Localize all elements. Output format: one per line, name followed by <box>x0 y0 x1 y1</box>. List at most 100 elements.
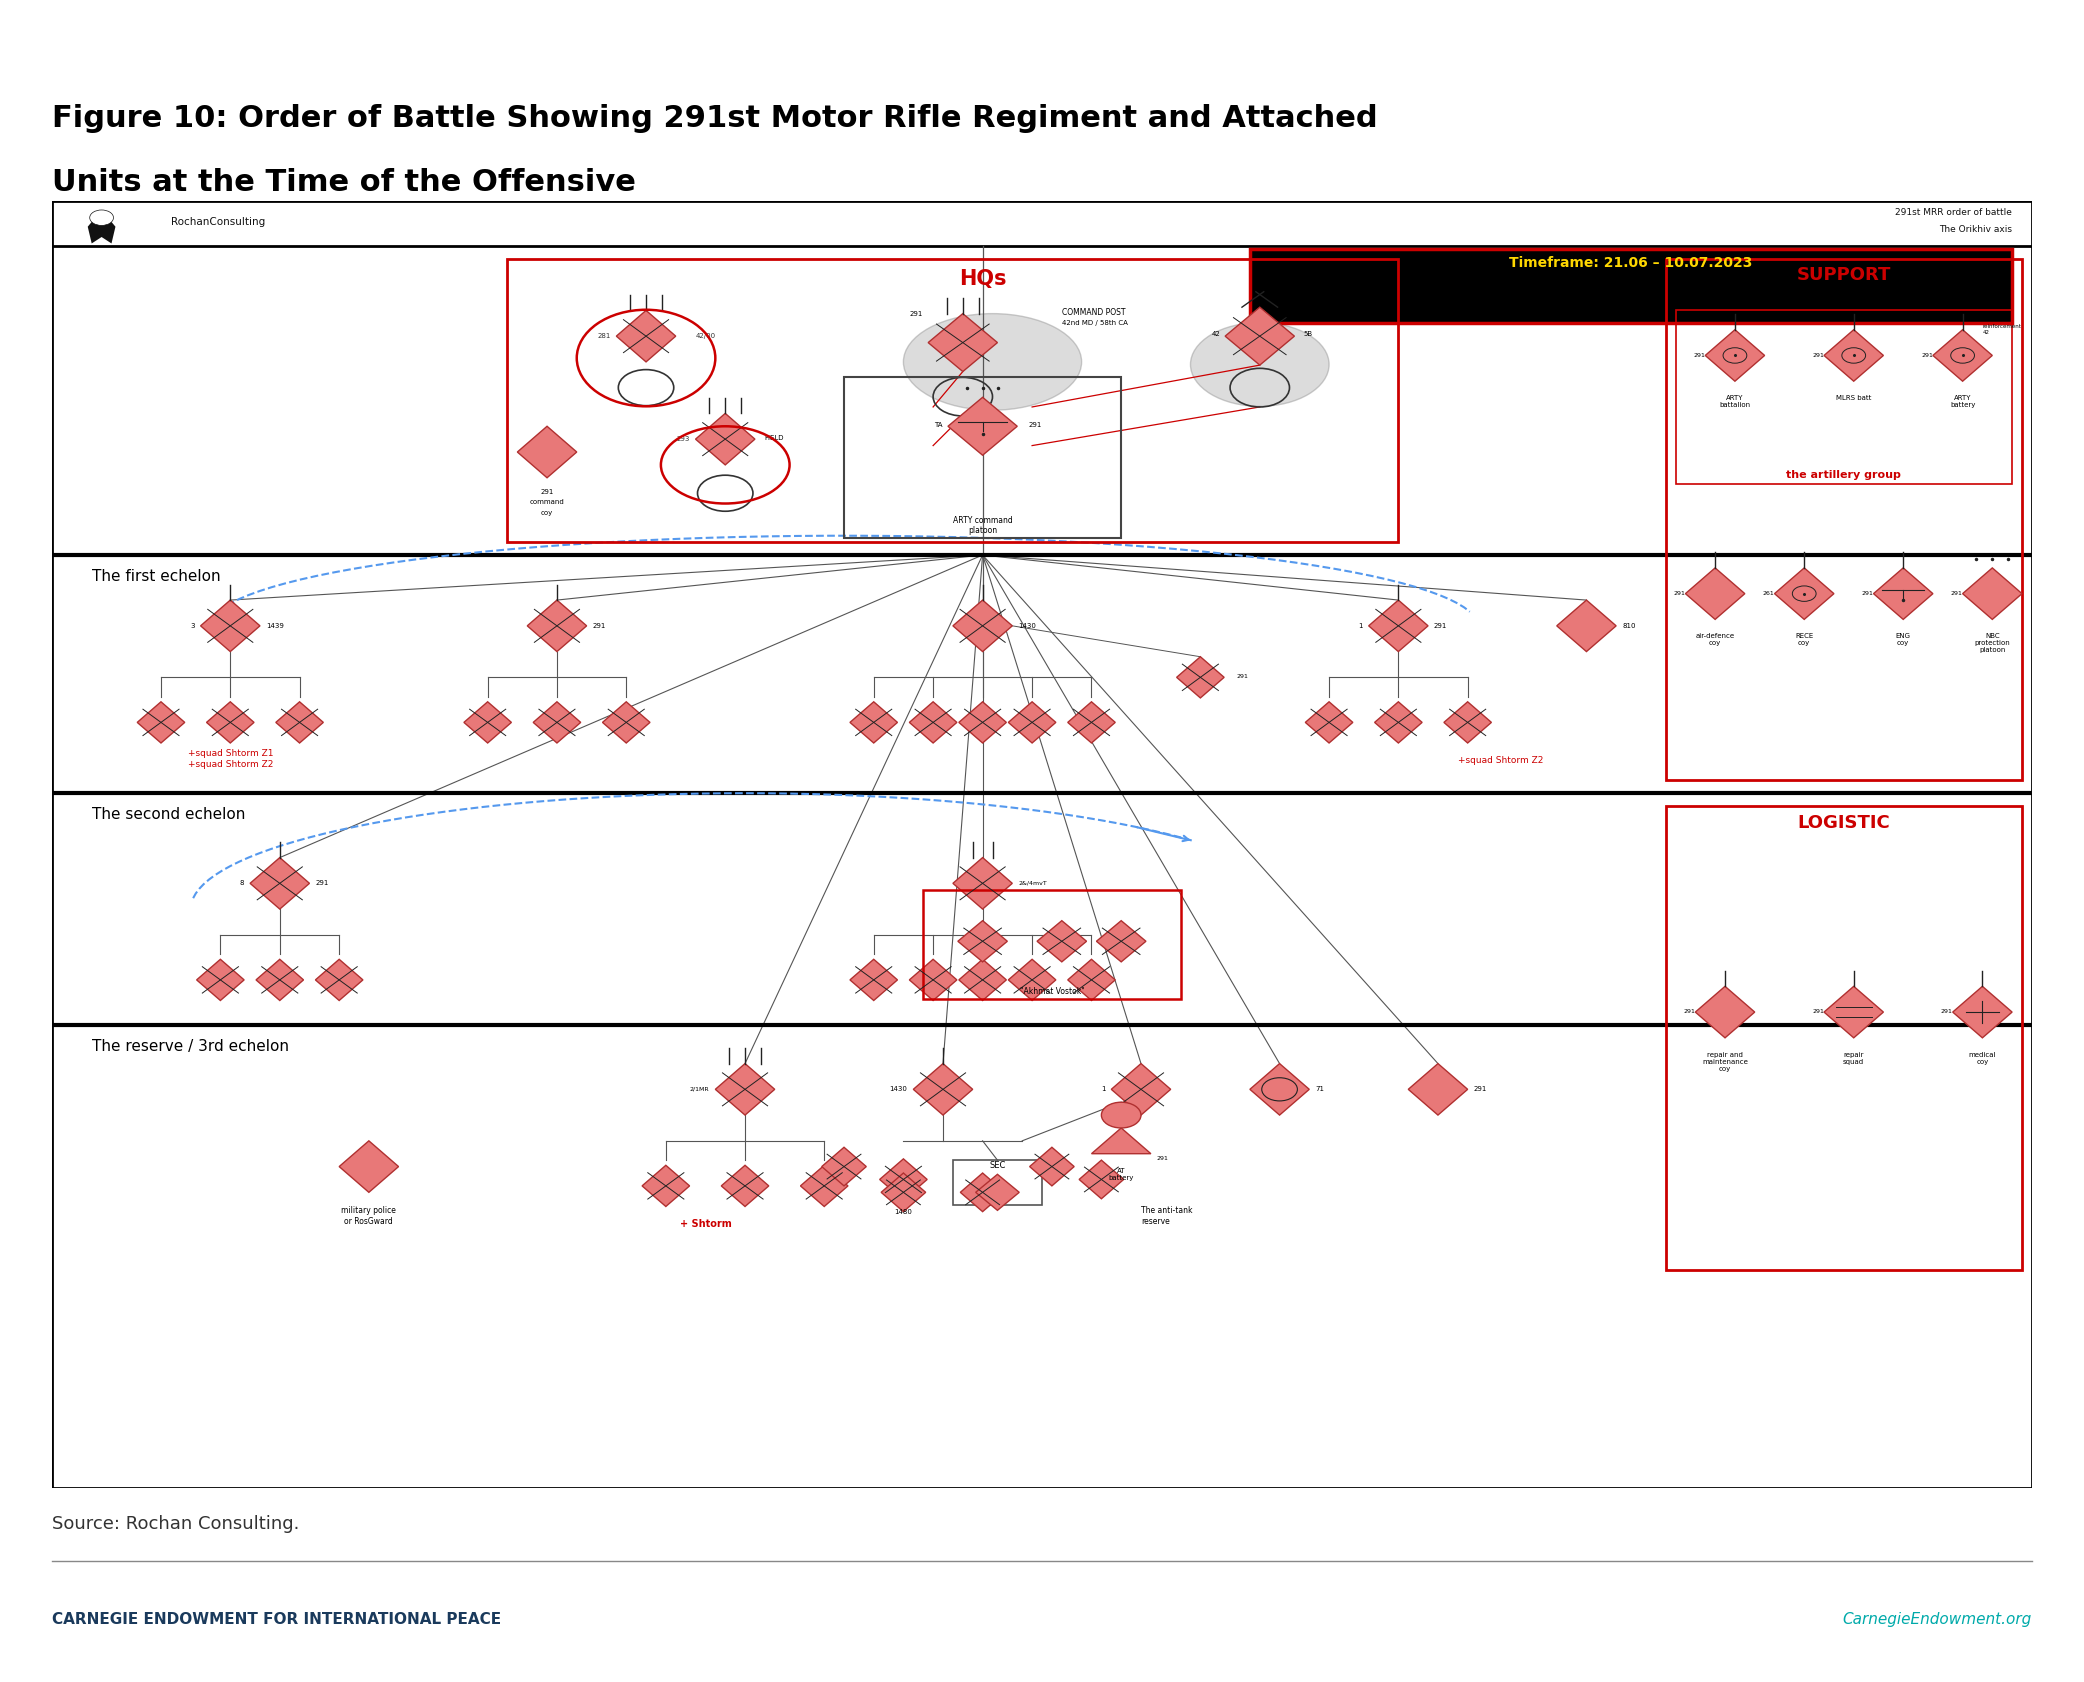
Text: +squad Shtorm Z1
+squad Shtorm Z2: +squad Shtorm Z1 +squad Shtorm Z2 <box>188 748 273 769</box>
Polygon shape <box>1953 987 2011 1038</box>
Text: The second echelon: The second echelon <box>92 807 246 821</box>
Text: The first echelon: The first echelon <box>92 569 221 584</box>
Polygon shape <box>948 399 1017 456</box>
Polygon shape <box>527 600 588 653</box>
Text: 1430: 1430 <box>1019 622 1036 629</box>
Text: 261: 261 <box>1763 590 1773 595</box>
Text: Units at the Time of the Offensive: Units at the Time of the Offensive <box>52 168 636 197</box>
Polygon shape <box>256 960 304 1001</box>
Polygon shape <box>138 703 185 743</box>
Text: 291: 291 <box>592 622 606 629</box>
Polygon shape <box>602 703 650 743</box>
Text: 291: 291 <box>1694 353 1705 357</box>
Polygon shape <box>1177 658 1223 698</box>
Text: ENG
coy: ENG coy <box>1896 632 1911 646</box>
Text: 2/1MR: 2/1MR <box>690 1087 709 1092</box>
Text: 1: 1 <box>1100 1087 1105 1092</box>
Polygon shape <box>275 703 323 743</box>
Text: medical
coy: medical coy <box>1969 1051 1996 1065</box>
Polygon shape <box>206 703 254 743</box>
Text: ARTY
battalion: ARTY battalion <box>1719 395 1751 407</box>
Polygon shape <box>1225 308 1294 367</box>
Text: military police
or RosGward: military police or RosGward <box>342 1206 396 1224</box>
Text: repair and
maintenance
coy: repair and maintenance coy <box>1703 1051 1748 1071</box>
Text: +squad Shtorm Z2: +squad Shtorm Z2 <box>1457 755 1542 764</box>
Text: 291: 291 <box>315 880 329 886</box>
Text: 291: 291 <box>1940 1009 1953 1014</box>
Polygon shape <box>721 1166 769 1206</box>
Text: SEC: SEC <box>990 1161 1007 1169</box>
Text: reinforcement
42: reinforcement 42 <box>1982 325 2021 335</box>
Text: 5B: 5B <box>1302 330 1313 336</box>
Polygon shape <box>517 427 577 478</box>
Ellipse shape <box>1190 323 1330 407</box>
Polygon shape <box>1067 703 1115 743</box>
Polygon shape <box>1557 600 1615 653</box>
Polygon shape <box>1080 1161 1123 1199</box>
Polygon shape <box>1305 703 1353 743</box>
Polygon shape <box>1009 703 1057 743</box>
Polygon shape <box>927 315 998 372</box>
Polygon shape <box>1932 330 1992 382</box>
Polygon shape <box>1963 569 2021 621</box>
Polygon shape <box>715 1065 775 1115</box>
Text: 2&/4mvT: 2&/4mvT <box>1019 880 1046 885</box>
Text: RochanConsulting: RochanConsulting <box>171 217 265 227</box>
Polygon shape <box>961 1174 1004 1213</box>
Polygon shape <box>879 1159 927 1201</box>
Text: 291: 291 <box>1157 1156 1169 1161</box>
Text: 291: 291 <box>540 489 554 495</box>
Polygon shape <box>1092 1129 1150 1154</box>
Text: 42/00: 42/00 <box>696 333 715 340</box>
Text: RECE
coy: RECE coy <box>1794 632 1813 646</box>
Text: command: command <box>529 500 565 505</box>
Polygon shape <box>1409 1065 1467 1115</box>
Polygon shape <box>1111 1065 1171 1115</box>
Text: 810: 810 <box>1621 622 1636 629</box>
Text: 291: 291 <box>911 311 923 318</box>
Polygon shape <box>642 1166 690 1206</box>
Text: TA: TA <box>934 422 942 427</box>
Polygon shape <box>821 1147 867 1186</box>
Text: The anti-tank
reserve: The anti-tank reserve <box>1140 1206 1192 1224</box>
Polygon shape <box>952 600 1013 653</box>
Polygon shape <box>975 1174 1019 1211</box>
Polygon shape <box>959 703 1007 743</box>
Polygon shape <box>1029 1147 1073 1186</box>
Text: repair
squad: repair squad <box>1842 1051 1865 1065</box>
Text: 291: 291 <box>1027 422 1042 427</box>
Polygon shape <box>1038 922 1086 962</box>
Circle shape <box>90 210 113 227</box>
Text: 291: 291 <box>1434 622 1448 629</box>
Text: 1480: 1480 <box>894 1208 913 1214</box>
Text: 291: 291 <box>1813 1009 1824 1014</box>
Text: 42: 42 <box>1211 330 1219 336</box>
Circle shape <box>1100 1103 1140 1129</box>
Text: 291: 291 <box>1684 1009 1694 1014</box>
Text: coy: coy <box>542 510 552 515</box>
Polygon shape <box>200 600 260 653</box>
Polygon shape <box>1705 330 1765 382</box>
Polygon shape <box>1375 703 1421 743</box>
Polygon shape <box>1369 600 1428 653</box>
Polygon shape <box>882 1174 925 1213</box>
Text: 291: 291 <box>1951 590 1963 595</box>
Polygon shape <box>959 960 1007 1001</box>
Polygon shape <box>196 960 244 1001</box>
Text: + Shtorm: + Shtorm <box>679 1218 731 1228</box>
Text: NBC
protection
platoon: NBC protection platoon <box>1974 632 2011 653</box>
Text: air-defence
coy: air-defence coy <box>1696 632 1734 646</box>
Polygon shape <box>617 311 675 363</box>
Text: CarnegieEndowment.org: CarnegieEndowment.org <box>1842 1611 2032 1625</box>
Polygon shape <box>340 1140 398 1193</box>
Polygon shape <box>1067 960 1115 1001</box>
Polygon shape <box>1096 922 1146 962</box>
Polygon shape <box>959 922 1007 962</box>
Text: LOGISTIC: LOGISTIC <box>1796 812 1890 831</box>
Polygon shape <box>1874 569 1932 621</box>
Text: the artillery group: the artillery group <box>1786 469 1901 479</box>
Polygon shape <box>952 858 1013 910</box>
Text: 281: 281 <box>596 333 611 340</box>
Polygon shape <box>250 858 308 910</box>
Polygon shape <box>1444 703 1492 743</box>
